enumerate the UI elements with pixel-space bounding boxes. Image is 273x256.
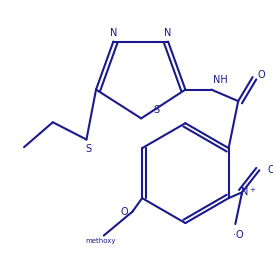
Text: NH: NH bbox=[213, 75, 228, 85]
Text: S: S bbox=[153, 104, 160, 114]
Text: +: + bbox=[250, 187, 256, 194]
Text: methoxy: methoxy bbox=[86, 238, 116, 244]
Text: O: O bbox=[120, 207, 128, 217]
Text: O: O bbox=[257, 70, 265, 80]
Text: N: N bbox=[241, 187, 249, 197]
Text: ·O: ·O bbox=[233, 230, 244, 240]
Text: S: S bbox=[85, 144, 91, 154]
Text: O: O bbox=[267, 165, 273, 175]
Text: N: N bbox=[164, 28, 172, 38]
Text: N: N bbox=[110, 28, 117, 38]
